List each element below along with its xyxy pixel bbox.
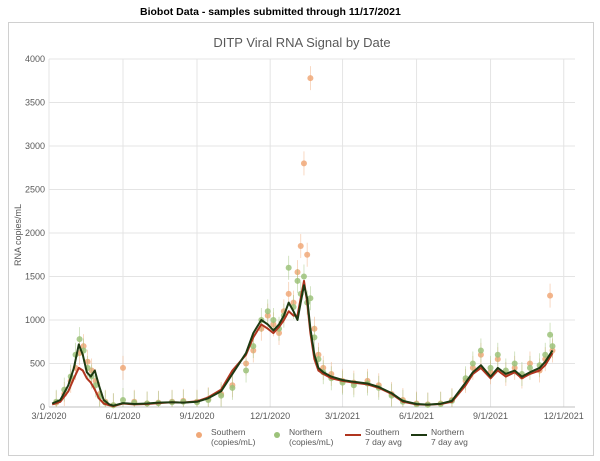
x-tick-label: 6/1/2020 xyxy=(105,411,140,421)
data-point xyxy=(218,392,225,399)
data-point xyxy=(250,343,257,350)
legend-label: Southern xyxy=(365,427,400,437)
legend-label: (copies/mL) xyxy=(211,437,256,447)
data-point xyxy=(477,347,484,354)
data-point xyxy=(307,75,314,82)
y-tick-label: 1500 xyxy=(25,272,45,282)
data-point xyxy=(542,351,549,358)
point-series xyxy=(53,66,556,409)
x-tick-label: 12/1/2021 xyxy=(544,411,584,421)
data-point xyxy=(76,336,83,343)
data-point xyxy=(243,367,250,374)
y-tick-labels: 0 500 1000 1500 2000 2500 3000 3500 4000 xyxy=(25,54,45,412)
data-point xyxy=(264,308,271,315)
data-point xyxy=(297,243,304,250)
y-tick-label: 1000 xyxy=(25,315,45,325)
data-point xyxy=(119,364,126,371)
data-point xyxy=(300,273,307,280)
data-point xyxy=(307,295,314,302)
data-point xyxy=(469,360,476,367)
data-point xyxy=(487,364,494,371)
legend-label: Northern xyxy=(431,427,464,437)
data-point xyxy=(285,290,292,297)
legend-label: Northern xyxy=(289,427,322,437)
average-lines xyxy=(51,279,554,408)
legend: Southern(copies/mL)Northern(copies/mL)So… xyxy=(196,427,468,447)
avg-line xyxy=(51,279,554,408)
y-tick-label: 3000 xyxy=(25,141,45,151)
chart-title: DITP Viral RNA Signal by Date xyxy=(213,35,390,50)
legend-marker xyxy=(196,432,202,438)
legend-label: (copies/mL) xyxy=(289,437,334,447)
y-tick-label: 3500 xyxy=(25,98,45,108)
x-tick-label: 12/1/2020 xyxy=(250,411,290,421)
x-tick-label: 9/1/2021 xyxy=(473,411,508,421)
data-point xyxy=(300,160,307,167)
header-note: Biobot Data - samples submitted through … xyxy=(140,6,401,18)
y-tick-label: 2500 xyxy=(25,185,45,195)
data-point xyxy=(547,331,554,338)
x-tick-label: 3/1/2021 xyxy=(325,411,360,421)
y-tick-label: 4000 xyxy=(25,54,45,64)
avg-line xyxy=(51,284,554,407)
y-axis-label: RNA copies/mL xyxy=(13,204,23,266)
legend-label: 7 day avg xyxy=(365,437,402,447)
x-tick-label: 9/1/2020 xyxy=(179,411,214,421)
data-point xyxy=(547,292,554,299)
data-point xyxy=(229,384,236,391)
data-point xyxy=(270,317,277,323)
data-point xyxy=(511,360,518,367)
data-point xyxy=(304,251,311,258)
data-point xyxy=(526,364,533,371)
data-point xyxy=(294,277,301,284)
data-point xyxy=(549,343,556,350)
x-tick-label: 6/1/2021 xyxy=(399,411,434,421)
data-point xyxy=(494,351,501,358)
y-tick-label: 500 xyxy=(30,359,45,369)
chart: DITP Viral RNA Signal by Date 0 500 1000 15… xyxy=(13,35,584,447)
legend-label: 7 day avg xyxy=(431,437,468,447)
data-point xyxy=(285,264,292,271)
y-tick-label: 0 xyxy=(40,402,45,412)
x-tick-label: 3/1/2020 xyxy=(31,411,66,421)
grid xyxy=(48,58,575,408)
y-tick-label: 2000 xyxy=(25,228,45,238)
x-tick-labels: 3/1/2020 6/1/2020 9/1/2020 12/1/2020 3/1/202… xyxy=(31,411,583,421)
legend-label: Southern xyxy=(211,427,246,437)
chart-frame: DITP Viral RNA Signal by Date 0 500 1000 15… xyxy=(8,22,594,456)
data-point xyxy=(119,397,126,404)
legend-marker xyxy=(274,432,280,438)
